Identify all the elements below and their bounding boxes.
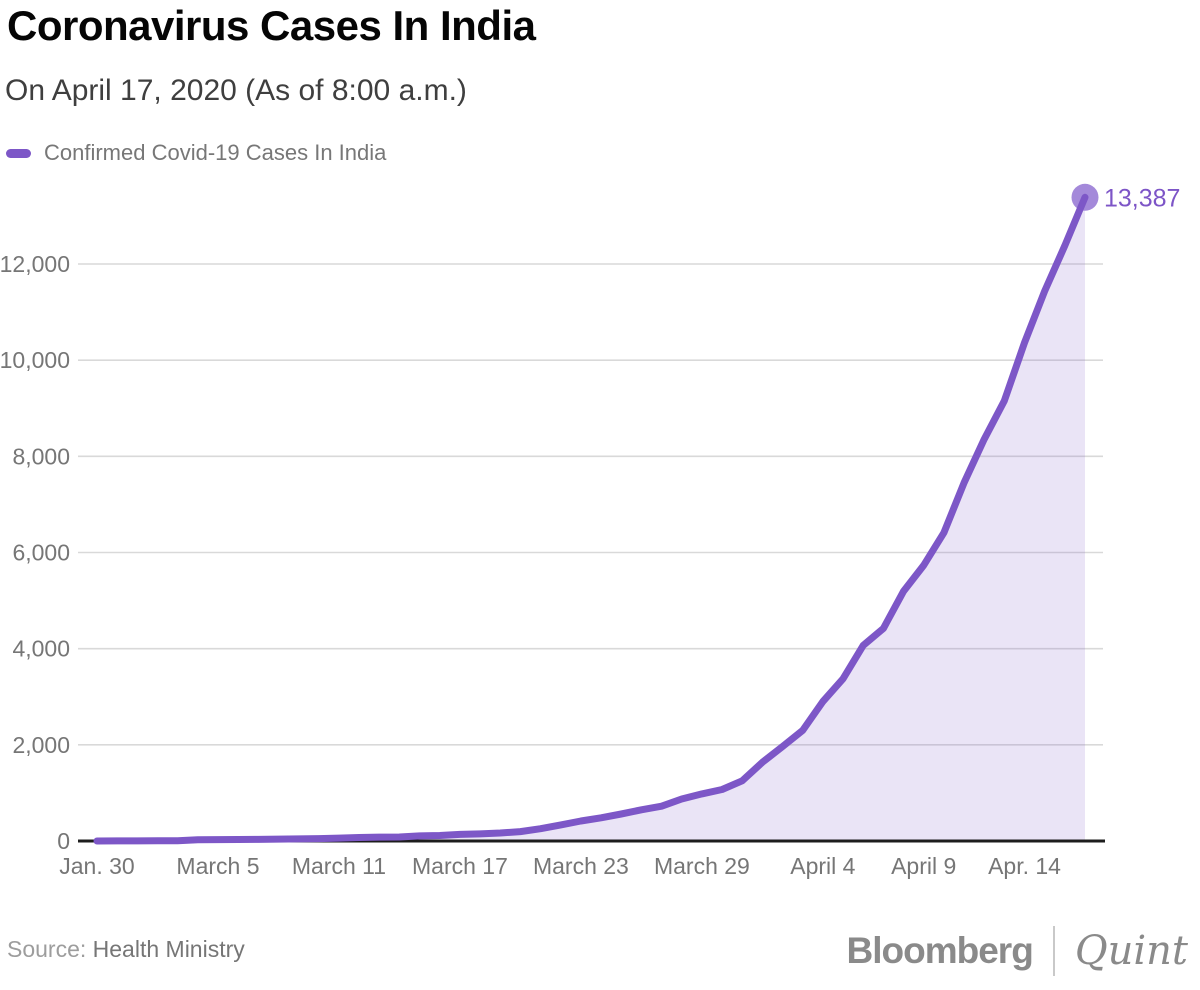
endpoint-value-label: 13,387 [1104, 184, 1180, 212]
y-axis-tick-label: 12,000 [0, 251, 70, 277]
source-label: Source: [7, 936, 87, 962]
x-axis-tick-label: April 9 [891, 853, 956, 879]
x-axis-tick-label: March 11 [292, 853, 386, 879]
legend: Confirmed Covid-19 Cases In India [6, 140, 386, 166]
chart-subtitle: On April 17, 2020 (As of 8:00 a.m.) [5, 74, 467, 107]
x-axis-tick-label: March 23 [533, 853, 629, 879]
y-axis-tick-label: 8,000 [12, 443, 70, 469]
legend-series-label: Confirmed Covid-19 Cases In India [44, 140, 387, 165]
x-axis-tick-label: Apr. 14 [988, 853, 1061, 879]
chart-title: Coronavirus Cases In India [7, 2, 536, 49]
y-axis-tick-label: 10,000 [0, 347, 70, 373]
x-axis-tick-label: March 17 [412, 853, 508, 879]
chart-canvas: 0 2,000 4,000 6,000 8,000 10,000 12,000 13,387 J… [0, 183, 1180, 879]
logo-divider [1052, 926, 1055, 976]
series-line [93, 193, 1089, 845]
area-fill [97, 197, 1085, 842]
source-note: Source: Health Ministry [7, 936, 245, 963]
x-axis-tick-label: March 29 [654, 853, 750, 879]
y-axis-tick-label: 2,000 [12, 732, 70, 758]
y-axis-tick-label: 4,000 [12, 636, 70, 662]
x-axis-tick-label: April 4 [790, 853, 855, 879]
x-axis-tick-label: Jan. 30 [59, 853, 134, 879]
legend-series-swatch-icon [6, 148, 31, 158]
quint-logo: Quint [1074, 928, 1188, 974]
publisher-logos: Bloomberg Quint [847, 922, 1188, 980]
source-value: Health Ministry [92, 936, 245, 962]
x-axis-tick-label: March 5 [176, 853, 259, 879]
y-axis-tick-label: 6,000 [12, 540, 70, 566]
bloomberg-logo: Bloomberg [846, 930, 1034, 971]
y-axis-tick-label: 0 [57, 828, 70, 854]
